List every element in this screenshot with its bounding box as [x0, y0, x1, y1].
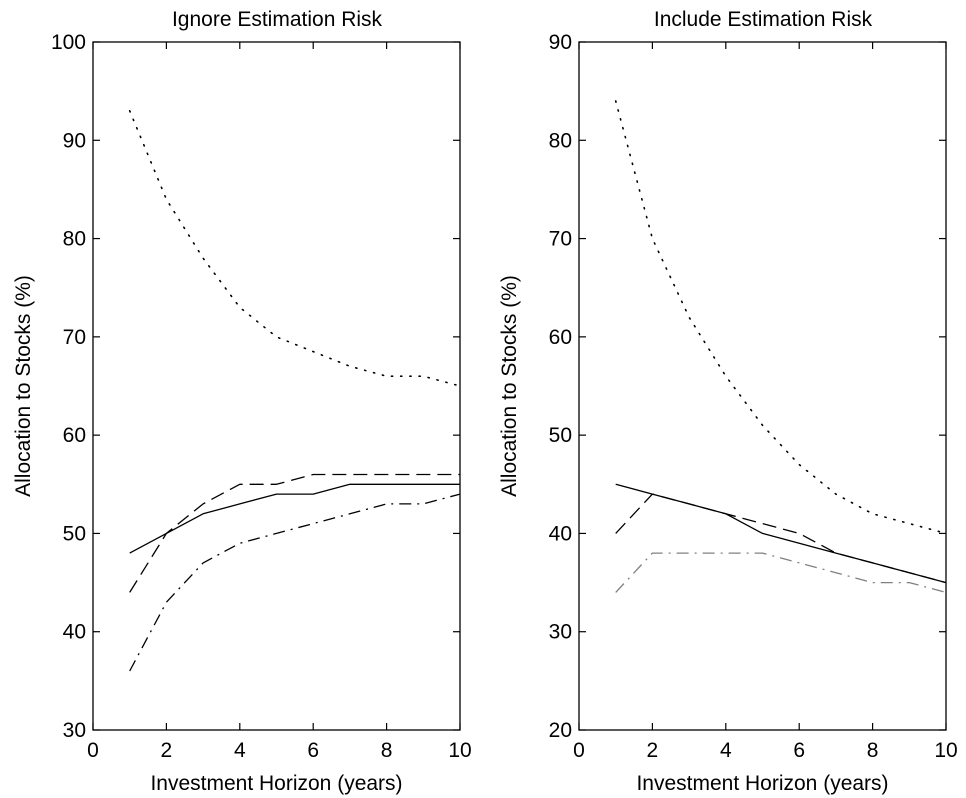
- x-tick-label: 4: [720, 739, 732, 762]
- plot-frame: [578, 41, 947, 731]
- y-tick-label: 20: [549, 719, 572, 742]
- y-tick-label: 70: [549, 228, 572, 251]
- x-axis-label: Investment Horizon (years): [150, 772, 402, 795]
- x-tick-label: 4: [234, 739, 246, 762]
- chart-title: Ignore Estimation Risk: [172, 8, 383, 31]
- x-tick-label: 0: [87, 739, 99, 762]
- y-tick-label: 40: [63, 621, 86, 644]
- x-tick-label: 6: [307, 739, 319, 762]
- x-tick-label: 10: [448, 739, 471, 762]
- series-line-dashed: [615, 493, 947, 584]
- y-axis-label: Allocation to Stocks (%): [12, 275, 35, 497]
- x-tick-label: 10: [934, 739, 957, 762]
- y-tick-label: 40: [549, 522, 572, 545]
- y-tick-label: 100: [51, 31, 86, 54]
- y-tick-label: 50: [549, 424, 572, 447]
- chart-panel-left: Ignore Estimation Risk 30 40 50 60 70 80 90 100 0…: [12, 8, 472, 795]
- series-line-dashdot: [129, 493, 461, 672]
- y-tick-label: 60: [63, 424, 86, 447]
- chart-panel-right: Include Estimation Risk 20 30 40 50 60 70 80 90 0…: [498, 8, 958, 795]
- series-line-dashed: [129, 473, 460, 593]
- x-tick-label: 0: [573, 739, 585, 762]
- y-tick-label: 90: [63, 129, 86, 152]
- plot-frame: [92, 41, 461, 731]
- chart-title: Include Estimation Risk: [654, 8, 873, 31]
- series-line-dotted: [128, 110, 461, 387]
- x-tick-label: 8: [867, 739, 879, 762]
- y-tick-label: 80: [63, 228, 86, 251]
- x-tick-label: 2: [161, 739, 173, 762]
- series-line-dashdot: [615, 552, 947, 594]
- series-line-solid: [615, 483, 947, 584]
- x-tick-label: 8: [381, 739, 393, 762]
- y-axis-label: Allocation to Stocks (%): [498, 275, 521, 497]
- y-tick-label: 90: [549, 31, 572, 54]
- x-tick-label: 2: [647, 739, 659, 762]
- x-axis-label: Investment Horizon (years): [636, 772, 888, 795]
- series-line-solid: [129, 483, 460, 554]
- y-tick-label: 70: [63, 326, 86, 349]
- y-tick-label: 80: [549, 129, 572, 152]
- y-tick-label: 30: [549, 621, 572, 644]
- y-tick-label: 60: [549, 326, 572, 349]
- x-tick-label: 6: [793, 739, 805, 762]
- y-tick-label: 30: [63, 719, 86, 742]
- y-tick-label: 50: [63, 522, 86, 545]
- series-line-dotted: [614, 100, 947, 535]
